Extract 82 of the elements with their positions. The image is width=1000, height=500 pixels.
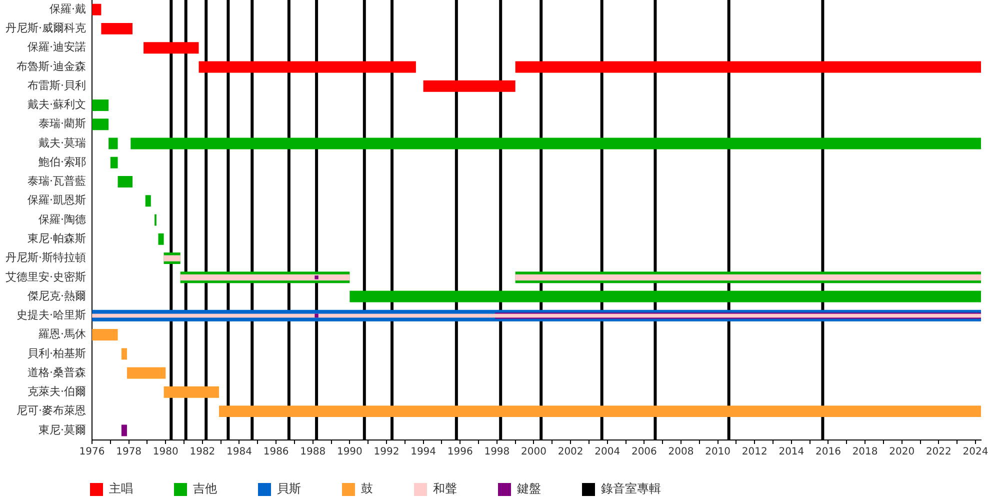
y-tick-label: 克萊夫·伯爾 bbox=[28, 385, 86, 398]
x-tick-label: 1978 bbox=[116, 446, 142, 458]
y-tick-label: 史提夫·哈里斯 bbox=[16, 308, 86, 322]
x-tick-label: 1980 bbox=[152, 446, 178, 458]
bar bbox=[145, 195, 151, 207]
y-tick-label: 丹尼斯·威爾科克 bbox=[6, 22, 86, 35]
legend-label: 貝斯 bbox=[277, 482, 301, 496]
x-tick-label: 2010 bbox=[705, 446, 731, 458]
bar bbox=[515, 61, 981, 73]
x-tick-label: 2024 bbox=[962, 446, 988, 458]
bar bbox=[423, 80, 516, 92]
y-tick-label: 道格·桑普森 bbox=[28, 366, 86, 379]
x-tick-label: 2016 bbox=[816, 446, 841, 458]
y-tick-label: 布雷斯·貝利 bbox=[28, 78, 86, 92]
bar bbox=[350, 290, 981, 302]
y-tick-label: 保羅·陶德 bbox=[38, 212, 86, 226]
y-tick-label: 東尼·莫爾 bbox=[38, 423, 86, 436]
bar bbox=[180, 274, 350, 280]
bar bbox=[92, 99, 109, 111]
x-tick-label: 1982 bbox=[190, 446, 216, 458]
bar bbox=[130, 138, 981, 150]
y-tick-label: 貝利·柏基斯 bbox=[28, 346, 86, 360]
y-tick-label: 戴夫·莫瑞 bbox=[38, 136, 86, 150]
bar bbox=[108, 138, 118, 150]
x-tick-label: 2020 bbox=[889, 446, 915, 458]
y-tick-label: 東尼·帕森斯 bbox=[28, 232, 86, 245]
legend-label: 鍵盤 bbox=[517, 482, 541, 496]
y-tick-label: 傑尼克·熱爾 bbox=[28, 289, 86, 302]
bar bbox=[110, 156, 118, 168]
y-tick-label: 戴夫·蘇利文 bbox=[28, 98, 86, 112]
bar bbox=[92, 118, 109, 130]
y-tick-label: 布魯斯·迪金森 bbox=[16, 60, 86, 73]
legend-label: 和聲 bbox=[433, 482, 457, 496]
y-tick-label: 羅恩·馬休 bbox=[38, 328, 86, 341]
x-tick-label: 2012 bbox=[742, 446, 768, 458]
y-tick-label: 尼可·麥布萊恩 bbox=[16, 404, 86, 418]
y-tick-label: 泰瑞·藺斯 bbox=[38, 117, 86, 130]
bar bbox=[118, 176, 132, 188]
y-tick-label: 丹尼斯·斯特拉頓 bbox=[6, 251, 86, 264]
bar bbox=[126, 367, 166, 379]
x-tick-label: 2004 bbox=[594, 446, 620, 458]
x-tick-label: 1976 bbox=[79, 446, 105, 458]
x-tick-label: 1998 bbox=[484, 446, 510, 458]
bar bbox=[314, 275, 318, 280]
y-tick-label: 保羅·迪安諾 bbox=[28, 40, 86, 54]
bar bbox=[121, 348, 127, 360]
bar bbox=[92, 4, 102, 16]
legend-label: 吉他 bbox=[193, 482, 217, 496]
y-tick-label: 泰瑞·瓦普藍 bbox=[28, 174, 86, 188]
x-tick-label: 2018 bbox=[852, 446, 878, 458]
bar bbox=[164, 255, 180, 262]
bar bbox=[92, 329, 118, 341]
y-tick-label: 保羅·凱恩斯 bbox=[28, 194, 86, 207]
bar bbox=[198, 61, 416, 73]
legend-label: 主唱 bbox=[109, 482, 133, 496]
x-tick-label: 1994 bbox=[410, 446, 436, 458]
y-tick-label: 艾德里安·史密斯 bbox=[6, 270, 86, 284]
bar bbox=[144, 42, 199, 54]
x-tick-label: 1986 bbox=[263, 446, 289, 458]
bar bbox=[92, 314, 981, 318]
x-tick-label: 1996 bbox=[447, 446, 473, 458]
x-tick-label: 2006 bbox=[631, 446, 657, 458]
y-tick-label: 鮑伯·索耶 bbox=[38, 155, 86, 168]
x-tick-label: 1988 bbox=[300, 446, 326, 458]
bar bbox=[158, 233, 164, 245]
bar bbox=[219, 406, 981, 418]
x-tick-label: 1984 bbox=[226, 446, 252, 458]
y-tick-label: 保羅·戴 bbox=[50, 2, 86, 16]
x-tick-label: 2008 bbox=[668, 446, 694, 458]
x-tick-label: 2014 bbox=[778, 446, 804, 458]
bar bbox=[101, 22, 132, 34]
legend-label: 鼓 bbox=[361, 482, 373, 496]
bar bbox=[314, 314, 318, 318]
bar bbox=[164, 386, 219, 398]
x-tick-label: 1992 bbox=[374, 446, 400, 458]
legend-label: 錄音室專輯 bbox=[601, 482, 661, 496]
x-tick-label: 2022 bbox=[926, 446, 952, 458]
bar bbox=[121, 424, 127, 436]
bar bbox=[515, 274, 981, 280]
x-tick-label: 1990 bbox=[336, 446, 362, 458]
x-tick-label: 2002 bbox=[558, 446, 584, 458]
x-tick-label: 2000 bbox=[521, 446, 546, 458]
